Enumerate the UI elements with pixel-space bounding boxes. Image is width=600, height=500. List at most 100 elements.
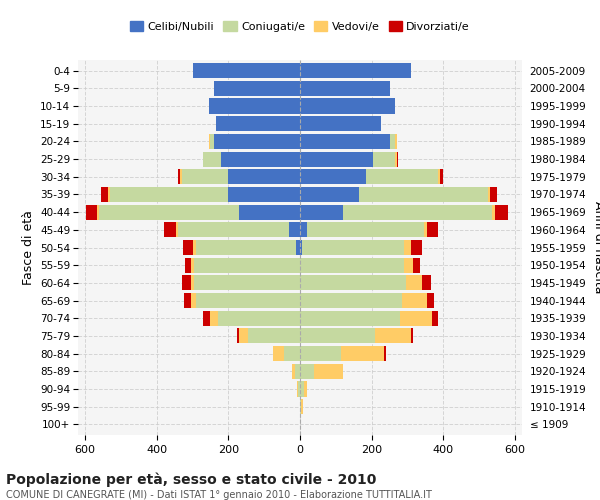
Bar <box>397 152 398 166</box>
Bar <box>191 276 194 290</box>
Bar <box>424 222 427 238</box>
Bar <box>203 152 221 166</box>
Bar <box>221 152 300 166</box>
Bar <box>209 134 211 149</box>
Bar <box>307 222 424 238</box>
Bar <box>191 293 196 308</box>
Bar <box>300 134 389 149</box>
Bar <box>400 310 433 326</box>
Bar <box>211 310 218 326</box>
Bar <box>211 134 214 149</box>
Bar <box>300 169 366 184</box>
Bar <box>300 399 301 414</box>
Bar <box>203 310 211 326</box>
Bar <box>406 276 422 290</box>
Bar <box>182 169 229 184</box>
Legend: Celibi/Nubili, Coniugati/e, Vedovi/e, Divorziati/e: Celibi/Nubili, Coniugati/e, Vedovi/e, Di… <box>125 17 475 36</box>
Bar <box>109 187 110 202</box>
Bar <box>229 169 300 184</box>
Bar <box>302 240 404 255</box>
Bar <box>373 152 395 166</box>
Bar <box>438 169 440 184</box>
Bar <box>218 310 300 326</box>
Bar <box>296 240 300 255</box>
Bar <box>300 222 307 238</box>
Bar <box>295 364 300 379</box>
Bar <box>300 293 402 308</box>
Bar <box>182 240 193 255</box>
Bar <box>495 204 508 220</box>
Bar <box>209 98 300 114</box>
Bar <box>304 382 307 396</box>
Bar <box>433 310 438 326</box>
Bar <box>182 276 191 290</box>
Bar <box>292 364 295 379</box>
Bar <box>300 382 304 396</box>
Bar <box>359 187 488 202</box>
Bar <box>298 382 300 396</box>
Bar <box>413 258 420 272</box>
Bar <box>164 222 176 238</box>
Text: Popolazione per età, sesso e stato civile - 2010: Popolazione per età, sesso e stato civil… <box>6 472 376 487</box>
Bar <box>300 63 411 78</box>
Y-axis label: Fasce di età: Fasce di età <box>22 210 35 285</box>
Bar <box>411 240 422 255</box>
Bar <box>300 364 314 379</box>
Bar <box>427 222 438 238</box>
Bar <box>178 222 289 238</box>
Bar <box>239 204 300 220</box>
Bar <box>300 328 375 344</box>
Bar <box>193 63 300 78</box>
Bar <box>440 169 443 184</box>
Bar <box>214 81 300 96</box>
Bar <box>180 169 182 184</box>
Bar <box>300 310 400 326</box>
Bar <box>176 222 178 238</box>
Bar <box>238 328 239 344</box>
Bar <box>101 187 109 202</box>
Bar <box>194 258 300 272</box>
Bar <box>248 328 300 344</box>
Bar <box>193 240 196 255</box>
Bar <box>191 258 194 272</box>
Bar <box>97 204 100 220</box>
Bar <box>216 116 300 131</box>
Bar <box>100 204 239 220</box>
Bar <box>300 98 395 114</box>
Bar <box>300 187 359 202</box>
Bar <box>300 258 404 272</box>
Bar <box>395 152 397 166</box>
Bar <box>300 240 302 255</box>
Bar <box>395 134 397 149</box>
Bar <box>184 293 191 308</box>
Text: COMUNE DI CANEGRATE (MI) - Dati ISTAT 1° gennaio 2010 - Elaborazione TUTTITALIA.: COMUNE DI CANEGRATE (MI) - Dati ISTAT 1°… <box>6 490 432 500</box>
Bar <box>178 169 180 184</box>
Bar <box>343 204 491 220</box>
Bar <box>300 204 343 220</box>
Bar <box>375 328 411 344</box>
Bar <box>422 276 431 290</box>
Bar <box>196 293 300 308</box>
Bar <box>86 204 97 220</box>
Y-axis label: Anni di nascita: Anni di nascita <box>592 201 600 294</box>
Bar <box>491 204 495 220</box>
Bar <box>389 134 395 149</box>
Bar <box>273 346 284 361</box>
Bar <box>110 187 229 202</box>
Bar <box>284 346 300 361</box>
Bar <box>196 240 296 255</box>
Bar <box>300 152 373 166</box>
Bar <box>185 258 191 272</box>
Bar <box>214 134 300 149</box>
Bar <box>229 187 300 202</box>
Bar <box>300 276 406 290</box>
Bar <box>366 169 438 184</box>
Bar <box>289 222 300 238</box>
Bar <box>404 240 411 255</box>
Bar <box>300 346 341 361</box>
Bar <box>411 328 413 344</box>
Bar <box>490 187 497 202</box>
Bar <box>301 399 302 414</box>
Bar <box>300 116 380 131</box>
Bar <box>384 346 386 361</box>
